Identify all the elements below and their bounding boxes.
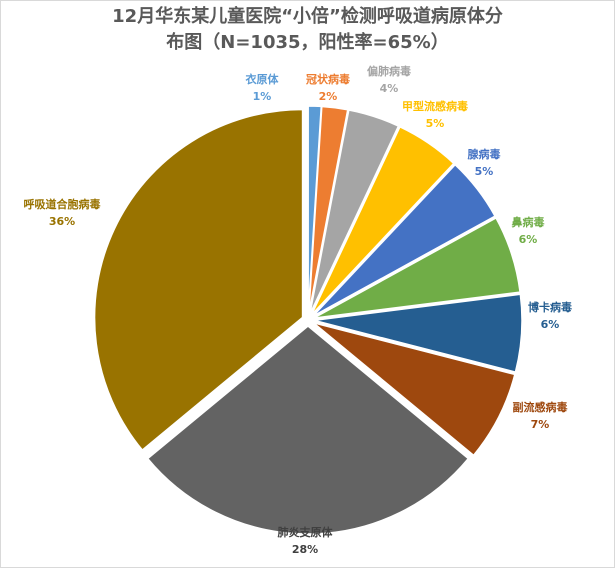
pie-slice-4: [310, 125, 455, 316]
slice-label-name-3: 偏肺病毒: [367, 64, 411, 78]
pie-slice-2: [308, 105, 349, 315]
slice-label-value-10: 36%: [49, 215, 75, 228]
slice-label-name-2: 冠状病毒: [306, 72, 350, 86]
slice-label-name-5: 腺病毒: [468, 147, 501, 161]
pie-slice-3: [309, 109, 400, 315]
chart-title-line-2: 布图（N=1035，阳性率=65%）: [166, 32, 449, 53]
pie-slice-9: [146, 325, 470, 535]
slice-label-name-10: 呼吸道合胞病毒: [24, 197, 101, 211]
slice-label-name-4: 甲型流感病毒: [402, 99, 468, 113]
slice-label-name-9: 肺炎支原体: [278, 525, 334, 539]
pie-slice-6: [313, 216, 521, 319]
slice-label-value-4: 5%: [426, 117, 445, 130]
slice-label-value-8: 7%: [531, 418, 550, 431]
slice-label-name-8: 副流感病毒: [513, 400, 568, 414]
slice-label-name-7: 博卡病毒: [528, 300, 572, 314]
slice-label-value-6: 6%: [519, 233, 538, 246]
pie-slice-10: [93, 108, 304, 452]
slice-label-value-2: 2%: [319, 90, 338, 103]
slice-label-value-5: 5%: [475, 165, 494, 178]
slice-label-name-6: 鼻病毒: [512, 215, 545, 229]
pie-slice-7: [313, 293, 523, 374]
slice-label-value-1: 1%: [253, 90, 272, 103]
chart-title: 12月华东某儿童医院“小倍”检测呼吸道病原体分 布图（N=1035，阳性率=65…: [0, 4, 615, 56]
slice-label-name-1: 衣原体: [246, 72, 280, 86]
slice-label-value-9: 28%: [292, 543, 318, 556]
slice-label-value-3: 4%: [380, 82, 399, 95]
pie-slice-5: [312, 163, 497, 317]
pie-slice-8: [312, 321, 516, 457]
slice-label-value-7: 6%: [541, 318, 560, 331]
chart-title-line-1: 12月华东某儿童医院“小倍”检测呼吸道病原体分: [112, 6, 503, 27]
